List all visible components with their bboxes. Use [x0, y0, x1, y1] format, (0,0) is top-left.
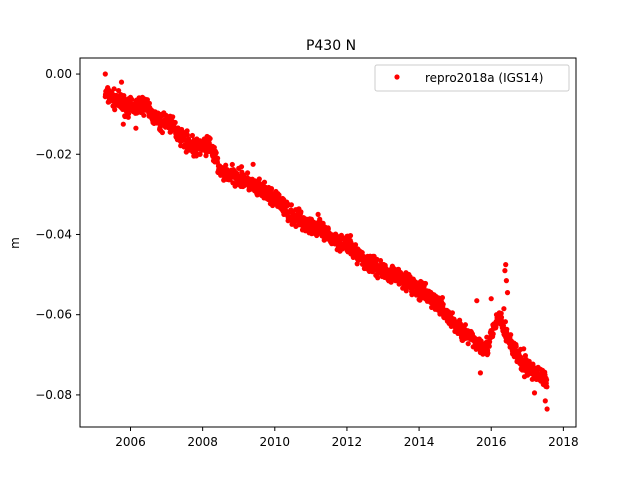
- x-axis-ticks: 2006 2008 2010 2012 2014 2016 2018: [115, 427, 579, 449]
- x-tick-label: 2006: [115, 435, 146, 449]
- data-point: [146, 100, 152, 106]
- data-point: [241, 172, 247, 178]
- data-point: [502, 268, 508, 274]
- data-point: [159, 129, 165, 136]
- x-tick-label: 2018: [548, 435, 579, 449]
- data-point: [256, 176, 262, 182]
- data-point: [490, 331, 496, 337]
- data-point: [213, 150, 219, 156]
- data-point: [167, 113, 173, 119]
- data-point: [488, 296, 494, 302]
- data-point: [189, 132, 195, 139]
- data-point: [112, 107, 118, 113]
- data-point: [504, 290, 511, 296]
- data-point: [315, 211, 321, 217]
- x-tick-label: 2012: [332, 435, 363, 449]
- data-point: [126, 111, 132, 117]
- x-tick-label: 2010: [260, 435, 291, 449]
- data-point: [485, 350, 491, 356]
- data-point: [250, 161, 256, 167]
- data-point: [288, 202, 294, 208]
- data-point: [116, 88, 122, 94]
- data-point: [403, 288, 409, 294]
- data-point: [197, 151, 203, 157]
- data-point: [498, 310, 504, 316]
- data-point: [449, 310, 455, 316]
- data-point: [503, 262, 509, 268]
- data-point: [352, 242, 359, 248]
- data-point: [375, 275, 381, 281]
- data-point: [298, 209, 304, 215]
- data-point: [510, 350, 516, 356]
- legend-label: repro2018a (IGS14): [425, 71, 543, 85]
- data-point: [422, 280, 429, 287]
- data-point: [501, 306, 507, 312]
- y-axis-ticks: 0.00 −0.02 −0.04 −0.06 −0.08: [35, 67, 80, 402]
- data-point: [542, 398, 548, 404]
- x-tick-label: 2008: [187, 435, 218, 449]
- data-point: [184, 128, 190, 134]
- data-point: [503, 278, 509, 284]
- data-point: [120, 121, 126, 127]
- data-point: [129, 96, 135, 102]
- data-point: [531, 390, 538, 396]
- y-tick-label: −0.04: [35, 227, 72, 241]
- data-point: [440, 301, 446, 307]
- chart-title: P430 N: [306, 38, 356, 54]
- data-points: [102, 71, 550, 412]
- legend-box: [374, 64, 570, 92]
- y-tick-label: −0.06: [35, 308, 72, 322]
- data-point: [223, 162, 229, 168]
- legend: repro2018a (IGS14): [374, 64, 570, 92]
- y-axis-label: m: [8, 237, 22, 249]
- plot-frame: [79, 57, 577, 428]
- data-point: [508, 332, 514, 338]
- data-point: [238, 164, 245, 170]
- data-point: [207, 136, 213, 142]
- y-tick-label: −0.08: [35, 388, 72, 402]
- data-point: [111, 86, 117, 92]
- data-point: [462, 322, 468, 328]
- data-point: [245, 170, 251, 176]
- data-point: [544, 377, 550, 383]
- data-point: [521, 346, 527, 352]
- data-point: [102, 71, 108, 77]
- y-tick-label: 0.00: [45, 67, 72, 81]
- data-point: [544, 384, 550, 390]
- x-tick-label: 2014: [404, 435, 435, 449]
- data-point: [544, 406, 550, 412]
- data-point: [486, 343, 492, 349]
- data-point: [141, 112, 147, 118]
- data-point: [133, 125, 139, 131]
- data-point: [215, 155, 221, 161]
- data-point: [118, 79, 125, 85]
- data-point: [504, 326, 510, 332]
- data-point: [377, 258, 384, 264]
- x-tick-label: 2016: [476, 435, 507, 449]
- data-point: [502, 319, 508, 325]
- data-point: [261, 179, 268, 185]
- data-point: [439, 295, 445, 301]
- y-tick-label: −0.02: [35, 147, 72, 161]
- data-point: [391, 265, 397, 272]
- data-point: [474, 298, 480, 304]
- legend-marker: [394, 74, 400, 80]
- data-point: [172, 119, 178, 126]
- data-point: [268, 186, 275, 192]
- data-point: [229, 161, 235, 168]
- data-point: [513, 343, 519, 349]
- data-point: [477, 370, 483, 376]
- data-point: [347, 233, 354, 239]
- data-point: [359, 250, 365, 256]
- data-point: [465, 341, 471, 347]
- data-point: [325, 226, 331, 232]
- data-point: [276, 192, 282, 198]
- data-point: [522, 353, 529, 359]
